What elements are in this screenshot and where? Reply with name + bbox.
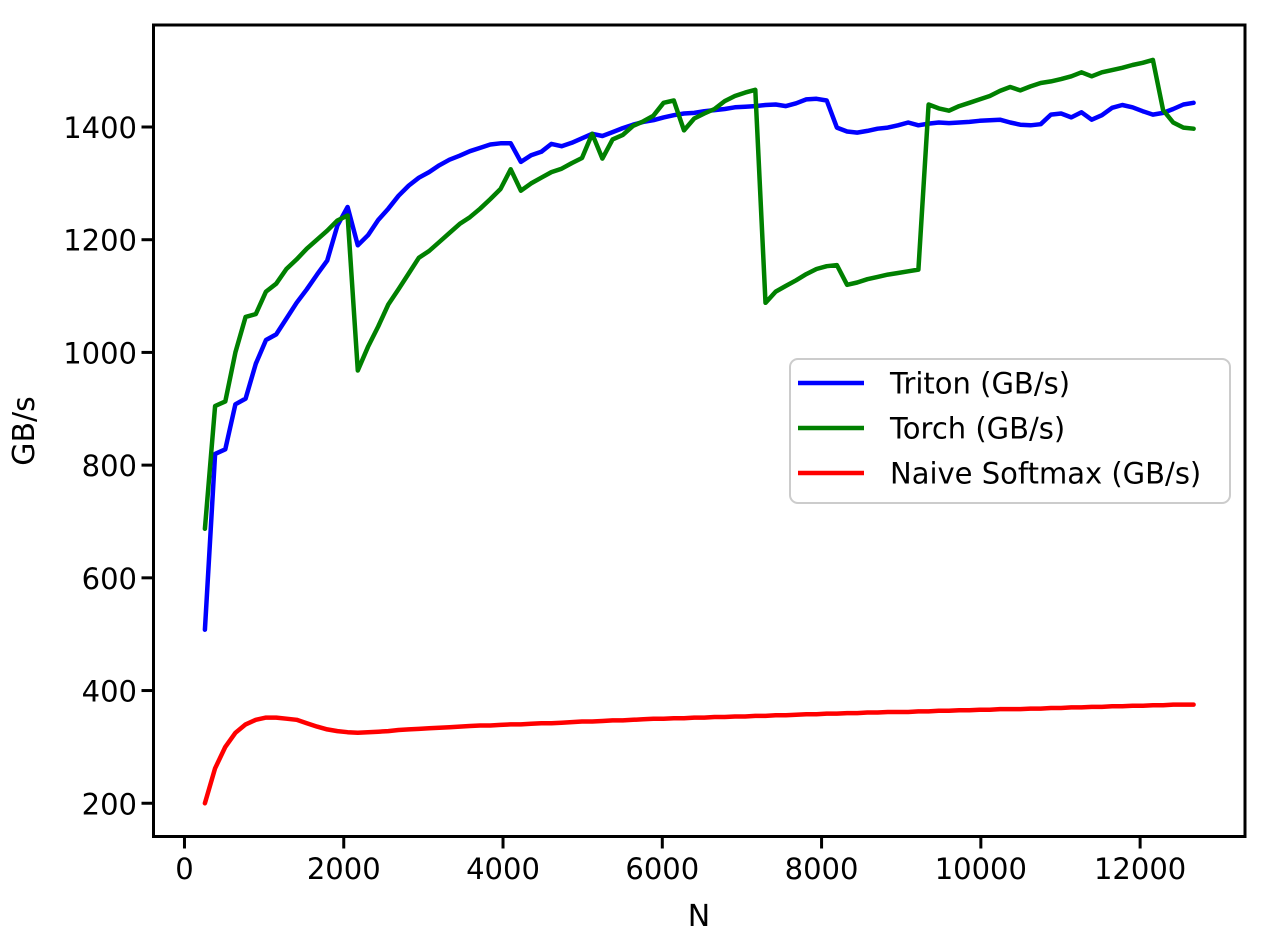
- legend-label-torch: Torch (GB/s): [889, 412, 1065, 446]
- plot-area: 0 2000 4000 6000 8000 10000 12000 200 400 600 800 1…: [63, 23, 1247, 886]
- legend-box: [789, 358, 1231, 504]
- naive-series-line: [202, 702, 1196, 806]
- y-tick-label: 200: [82, 787, 137, 821]
- x-tick-label: 4000: [466, 852, 540, 886]
- y-tick-label: 1200: [63, 224, 137, 258]
- legend-label-triton: Triton (GB/s): [889, 367, 1070, 401]
- y-tick-label: 800: [82, 449, 137, 483]
- x-tick-label: 12000: [1094, 852, 1186, 886]
- x-tick-label: 0: [175, 852, 193, 886]
- y-tick-label: 600: [82, 562, 137, 596]
- x-tick-label: 2000: [307, 852, 381, 886]
- x-axis-label: N: [688, 899, 710, 934]
- y-tick-label: 1000: [63, 336, 137, 370]
- x-tick-label: 10000: [935, 852, 1027, 886]
- x-tick-label: 8000: [785, 852, 859, 886]
- y-tick-label: 400: [82, 675, 137, 709]
- legend: Triton (GB/s) Torch (GB/s) Naive Softmax…: [789, 358, 1231, 504]
- legend-label-naive-softmax: Naive Softmax (GB/s): [890, 457, 1201, 491]
- triton-series-line: [202, 96, 1196, 632]
- torch-series-line: [202, 57, 1196, 532]
- y-tick-label: 1400: [63, 111, 137, 145]
- x-tick-label: 6000: [625, 852, 699, 886]
- y-axis-label: GB/s: [7, 396, 42, 466]
- plot-border: [152, 23, 1247, 838]
